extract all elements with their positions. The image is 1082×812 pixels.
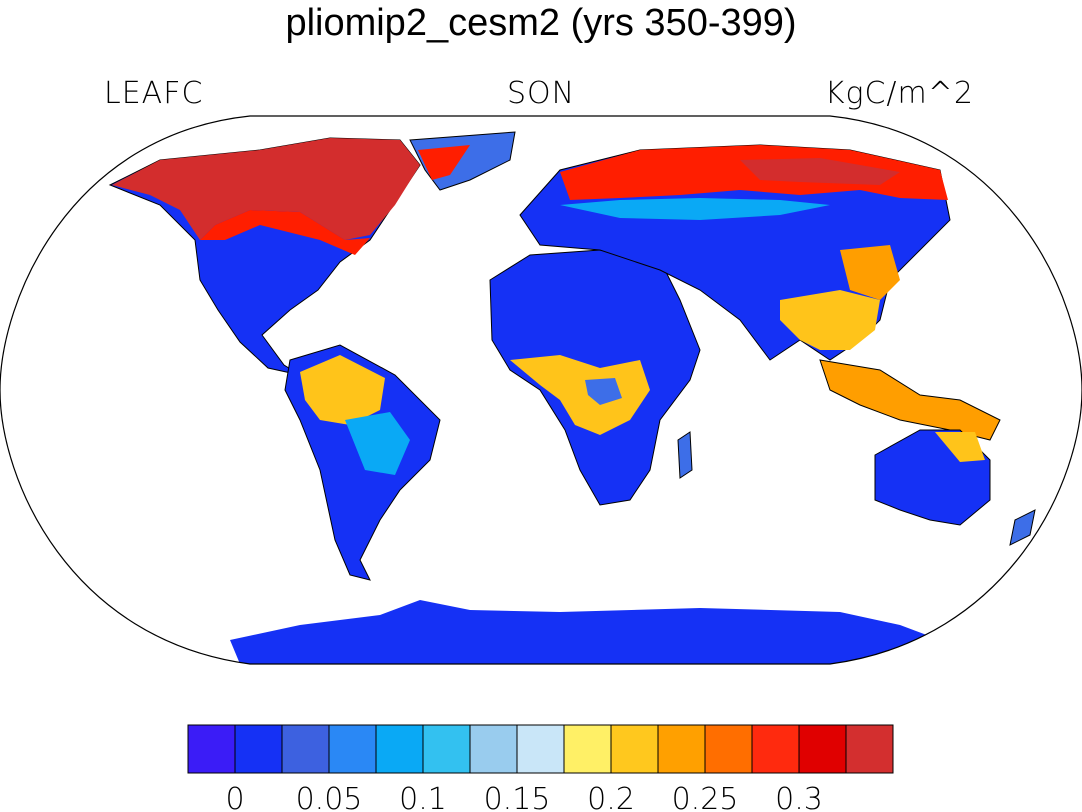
colorbar-swatch <box>281 724 330 774</box>
north-america-red-band <box>200 210 370 255</box>
colorbar-tick-label: 0.1 <box>399 782 447 812</box>
colorbar-swatch <box>328 724 377 774</box>
colorbar-swatch <box>704 724 753 774</box>
colorbar-tick-label: 0.25 <box>672 782 739 812</box>
australia-yellow <box>935 432 985 462</box>
antarctica-land <box>230 600 940 664</box>
north-america-boreal <box>112 138 420 240</box>
amazon-lightblue <box>345 412 410 475</box>
colorbar-swatch <box>234 724 283 774</box>
variable-label: LEAFC <box>104 76 204 111</box>
colorbar-tick-label: 0.2 <box>587 782 635 812</box>
colorbar-swatch <box>422 724 471 774</box>
colorbar-tick-label: 0.15 <box>484 782 551 812</box>
colorbar-swatch <box>751 724 800 774</box>
south-asia-yellow <box>780 290 880 350</box>
map-title: pliomip2_cesm2 (yrs 350-399) <box>285 2 797 44</box>
amazon-yellow <box>300 355 385 425</box>
colorbar-tick-label: 0.05 <box>296 782 363 812</box>
eurasia-lightblue <box>560 198 830 220</box>
colorbar-swatch <box>845 724 894 774</box>
colorbar-tick-label: 0.3 <box>775 782 823 812</box>
madagascar <box>677 431 693 479</box>
colorbar-swatch <box>516 724 565 774</box>
colorbar-swatch <box>469 724 518 774</box>
colorbar-swatch <box>187 724 236 774</box>
new-zealand <box>1009 509 1036 546</box>
se-asia-islands <box>819 359 1001 441</box>
colorbar-swatch <box>657 724 706 774</box>
colorbar-swatch <box>375 724 424 774</box>
colorbar-swatch <box>610 724 659 774</box>
colorbar-tick-label: 0 <box>225 782 244 812</box>
greenland-red <box>418 145 470 180</box>
map-boundary <box>0 115 1082 665</box>
colorbar-swatch <box>563 724 612 774</box>
units-label: KgC/m^2 <box>824 76 974 111</box>
east-asia-orange <box>840 245 900 300</box>
siberia-deep-red <box>740 158 900 185</box>
world-map <box>0 115 1082 665</box>
season-label: SON <box>506 76 576 111</box>
central-africa-yellow <box>510 355 650 435</box>
congo-core <box>585 378 622 405</box>
colorbar-swatch <box>798 724 847 774</box>
